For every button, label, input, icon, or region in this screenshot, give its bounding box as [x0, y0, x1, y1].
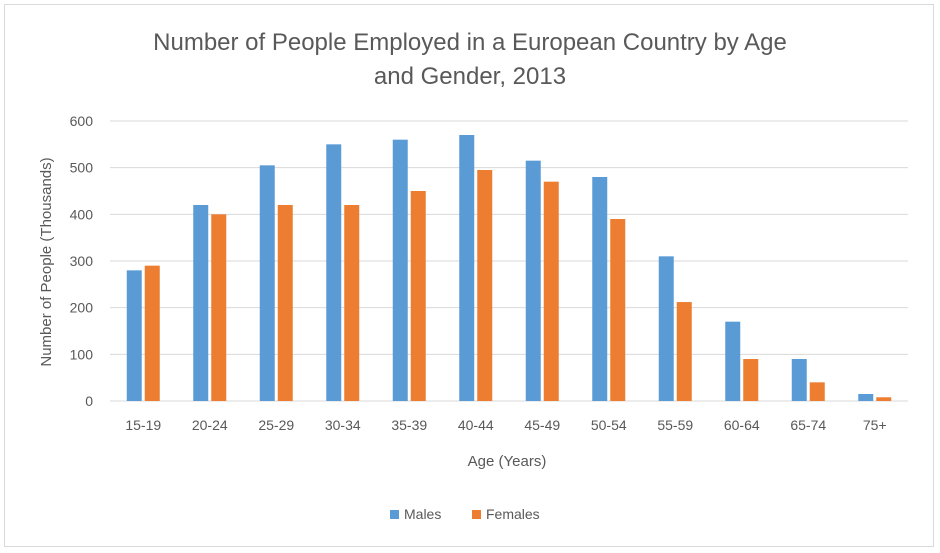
bar-females-55-59: [676, 302, 692, 401]
bar-males-60-64: [725, 321, 741, 401]
y-axis-ticks: 0 100 200 300 400 500 600: [70, 113, 94, 409]
bar-males-55-59: [658, 256, 674, 401]
y-axis-label: Number of People (Thousands): [38, 157, 55, 366]
bar-females-65-74: [809, 382, 825, 401]
x-axis-label: Age (Years): [468, 453, 547, 470]
bar-females-30-34: [344, 205, 360, 401]
bar-males-40-44: [459, 135, 475, 401]
x-tick-label: 35-39: [391, 417, 427, 433]
x-tick-label: 65-74: [790, 417, 826, 433]
y-tick-label: 0: [85, 393, 93, 409]
y-tick-label: 500: [70, 160, 94, 176]
bar-males-65-74: [791, 359, 807, 401]
bar-males-50-54: [592, 177, 608, 401]
x-tick-label: 30-34: [325, 417, 361, 433]
bar-males-25-29: [259, 165, 275, 401]
bar-females-50-54: [610, 219, 626, 401]
bar-females-75+: [876, 397, 892, 401]
legend: Males Females: [390, 506, 540, 522]
bar-males-30-34: [326, 144, 342, 402]
bar-females-45-49: [543, 181, 559, 401]
legend-label-males: Males: [404, 506, 441, 522]
x-axis-ticks: 15-19 20-24 25-29 30-34 35-39 40-44 45-49 50-54…: [125, 417, 886, 433]
x-tick-label: 50-54: [591, 417, 627, 433]
x-tick-label: 40-44: [458, 417, 494, 433]
bar-females-15-19: [144, 265, 160, 401]
chart-title-line-1: Number of People Employed in a European …: [153, 29, 787, 56]
bar-males-20-24: [193, 205, 209, 401]
legend-swatch-females: [472, 510, 481, 519]
bar-females-25-29: [277, 205, 293, 401]
chart-title-line-2: and Gender, 2013: [374, 63, 566, 90]
x-tick-label: 45-49: [524, 417, 560, 433]
bar-females-35-39: [410, 191, 426, 401]
x-tick-label: 60-64: [724, 417, 760, 433]
bar-females-40-44: [477, 170, 493, 401]
x-tick-label: 25-29: [258, 417, 294, 433]
y-tick-label: 600: [70, 113, 94, 129]
y-tick-label: 300: [70, 253, 94, 269]
bar-females-60-64: [743, 359, 759, 401]
bar-females-20-24: [211, 214, 227, 401]
bars: [126, 135, 892, 402]
x-tick-label: 75+: [863, 417, 887, 433]
bar-males-75+: [858, 394, 874, 401]
bar-males-35-39: [392, 139, 408, 401]
bar-males-45-49: [525, 160, 541, 401]
y-tick-label: 100: [70, 346, 94, 362]
x-tick-label: 20-24: [192, 417, 228, 433]
y-tick-label: 200: [70, 300, 94, 316]
y-tick-label: 400: [70, 206, 94, 222]
gridlines: [110, 120, 908, 402]
x-tick-label: 15-19: [125, 417, 161, 433]
bar-males-15-19: [126, 270, 142, 401]
x-tick-label: 55-59: [657, 417, 693, 433]
legend-swatch-males: [390, 510, 399, 519]
legend-label-females: Females: [486, 506, 540, 522]
